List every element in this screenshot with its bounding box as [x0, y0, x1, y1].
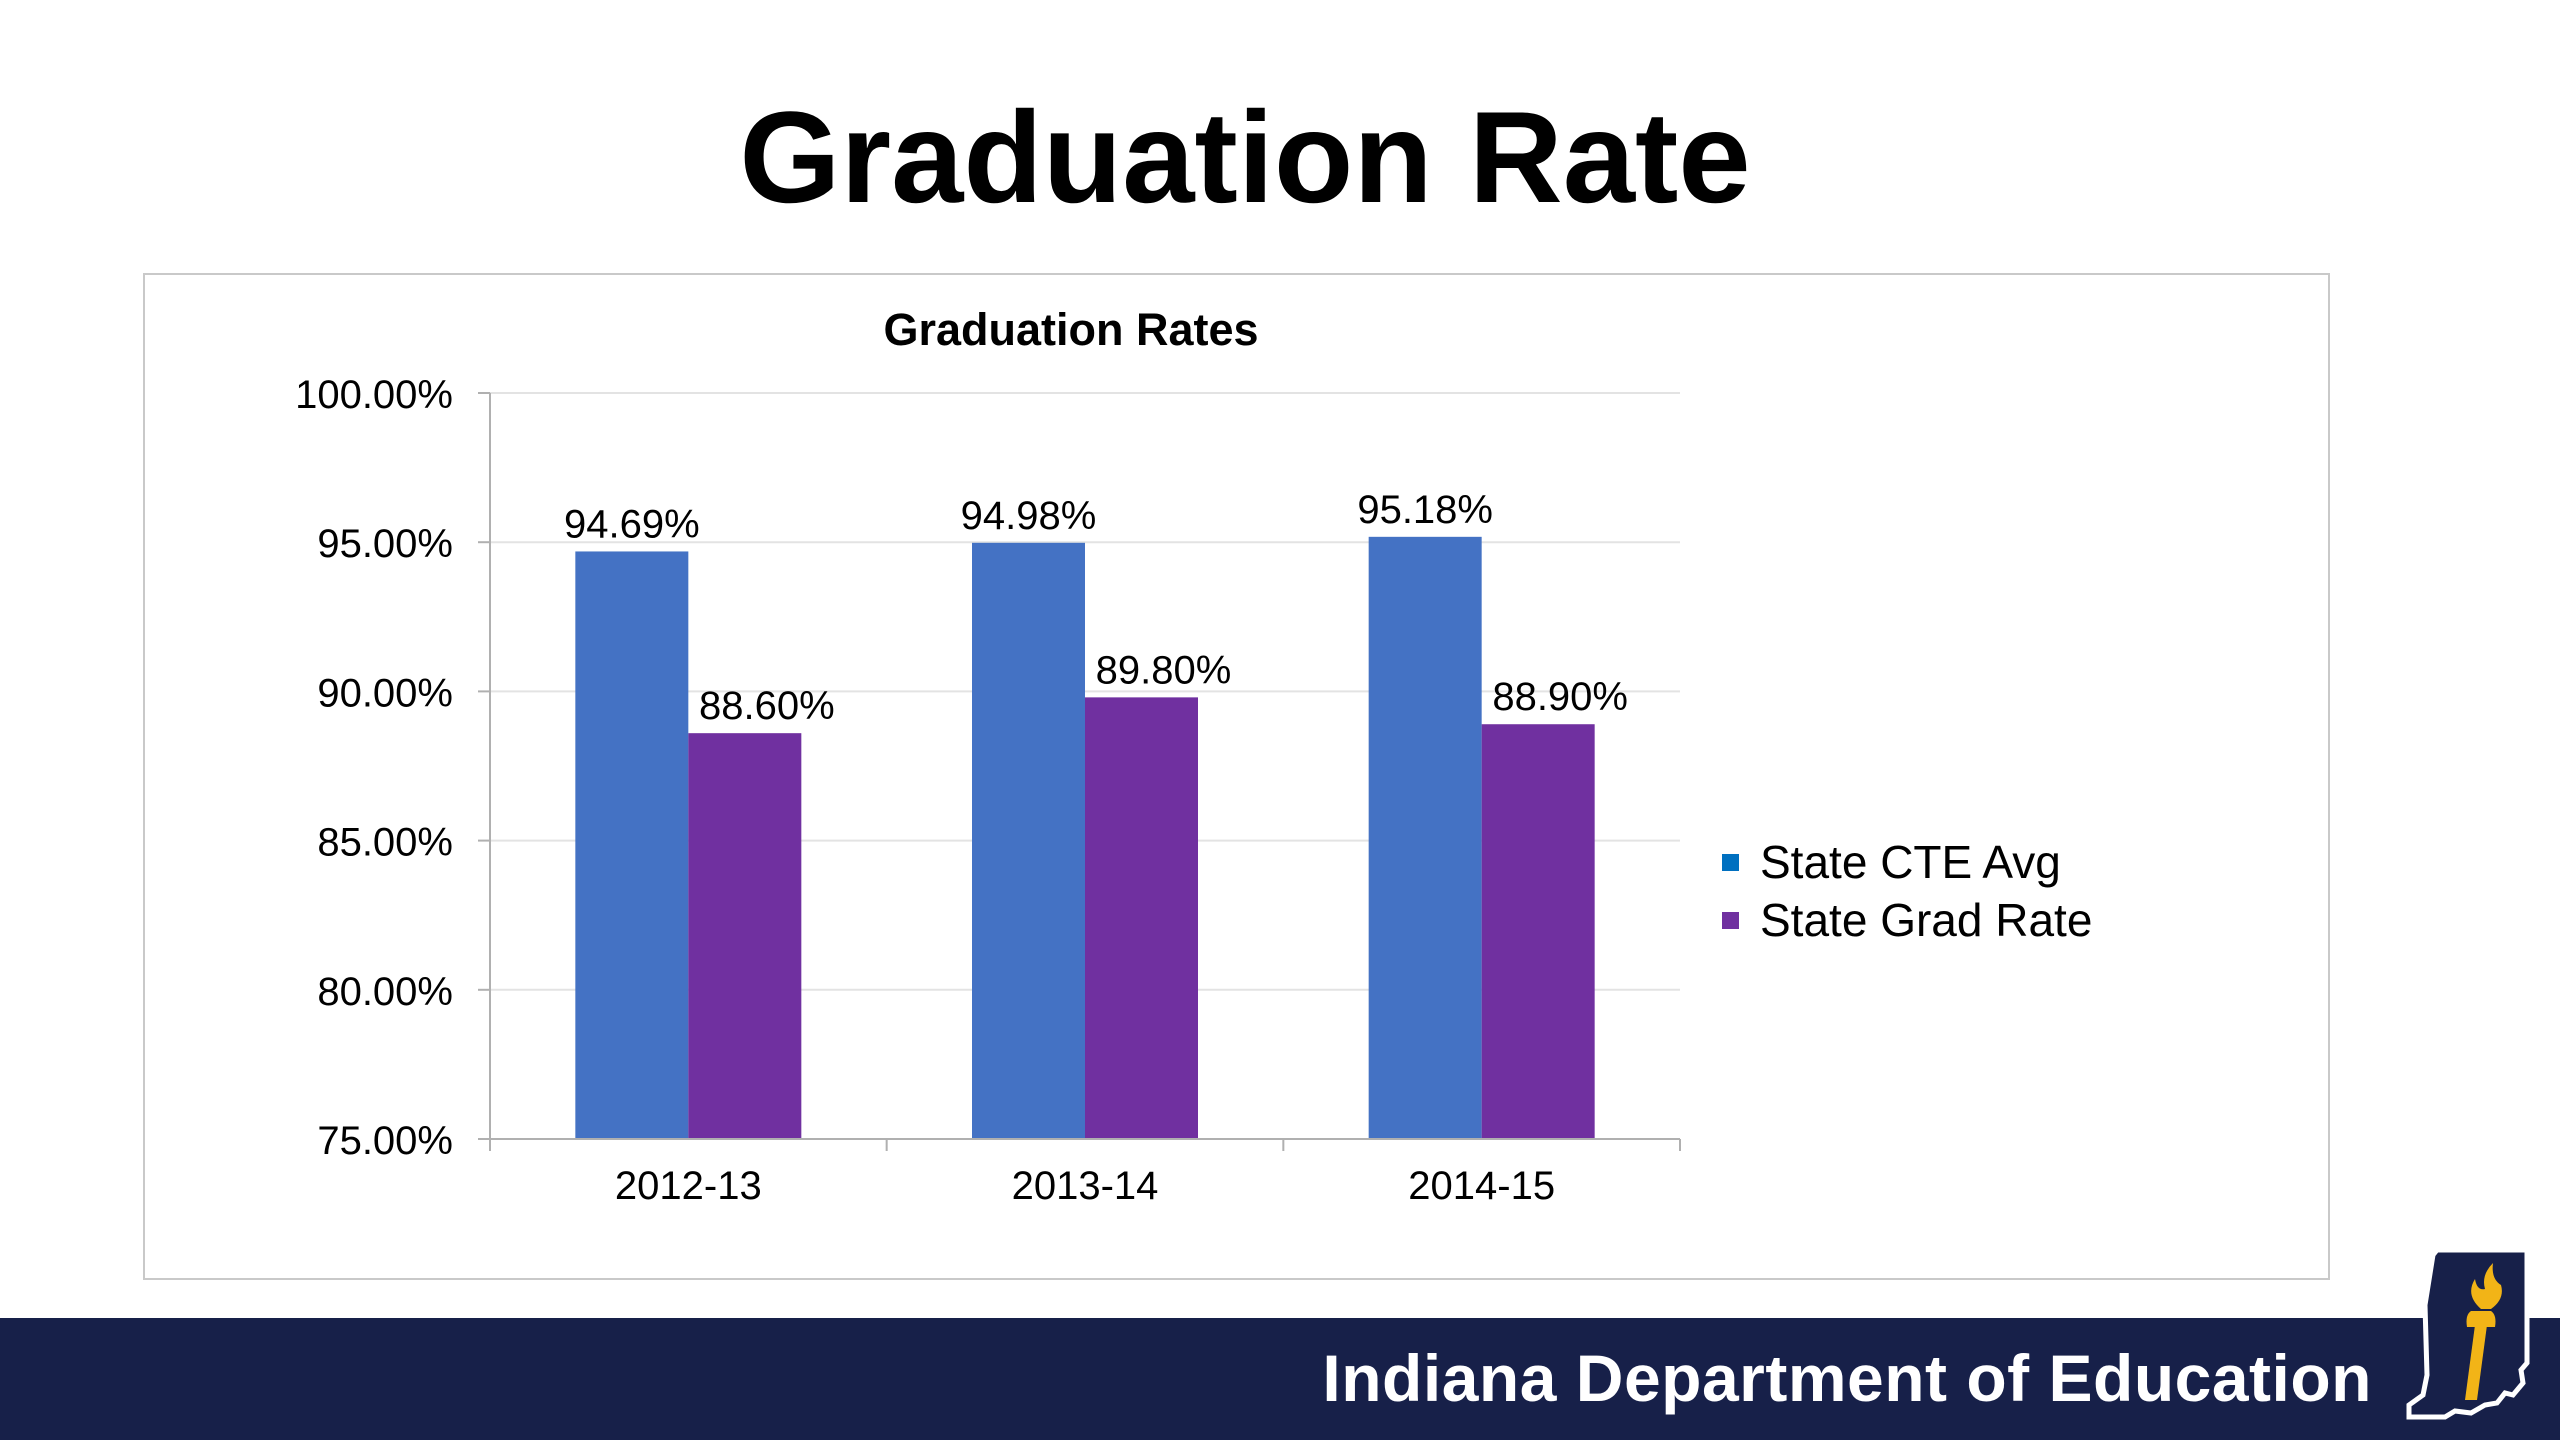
data-label: 88.60%	[699, 684, 835, 728]
x-tick-label: 2014-15	[1408, 1164, 1555, 1208]
footer-org-name: Indiana Department of Education	[1322, 1341, 2372, 1415]
data-label: 89.80%	[1096, 648, 1232, 692]
legend-item: State CTE Avg	[1722, 835, 2061, 889]
chart-title: Graduation Rates	[883, 304, 1258, 355]
bars	[575, 536, 1595, 1139]
y-tick-label: 85.00%	[317, 821, 453, 865]
bar-2012-13-state-grad-rate	[688, 733, 802, 1139]
bar-2012-13-state-cte-avg	[575, 551, 689, 1139]
data-label: 94.69%	[564, 502, 700, 546]
bar-2013-14-state-cte-avg	[972, 542, 1085, 1139]
axes: 75.00% 80.00% 85.00% 90.00% 95.00% 100.00% 201…	[295, 373, 1681, 1208]
footer-bar: Indiana Department of Education	[0, 1318, 2560, 1440]
x-tick-label: 2013-14	[1012, 1164, 1159, 1208]
indiana-torch-logo-icon	[2406, 1247, 2530, 1420]
slide-title: Graduation Rate	[739, 84, 1751, 230]
y-tick-label: 100.00%	[295, 373, 453, 417]
bar-chart: Graduation Rates 75.00% 80.00% 85.00% 90.00…	[295, 304, 1681, 1208]
y-tick-label: 80.00%	[317, 970, 453, 1014]
bar-2014-15-state-grad-rate	[1481, 724, 1595, 1139]
bar-2014-15-state-cte-avg	[1368, 536, 1482, 1139]
y-tick-label: 75.00%	[317, 1119, 453, 1163]
x-tick-label: 2012-13	[615, 1164, 762, 1208]
legend-swatch	[1722, 911, 1739, 929]
bar-2013-14-state-grad-rate	[1085, 697, 1198, 1139]
data-label: 88.90%	[1492, 675, 1628, 719]
data-labels: 94.69% 88.60% 94.98% 89.80% 95.18% 88.90%	[564, 488, 1628, 728]
y-tick-label: 95.00%	[317, 522, 453, 566]
legend-label: State CTE Avg	[1760, 836, 2061, 888]
legend-swatch	[1722, 853, 1739, 871]
chart-frame: Graduation Rates 75.00% 80.00% 85.00% 90.00…	[143, 273, 2330, 1280]
y-tick-label: 90.00%	[317, 671, 453, 715]
legend-item: State Grad Rate	[1722, 893, 2092, 947]
data-label: 95.18%	[1357, 488, 1493, 532]
legend-label: State Grad Rate	[1760, 894, 2093, 946]
data-label: 94.98%	[961, 494, 1097, 538]
